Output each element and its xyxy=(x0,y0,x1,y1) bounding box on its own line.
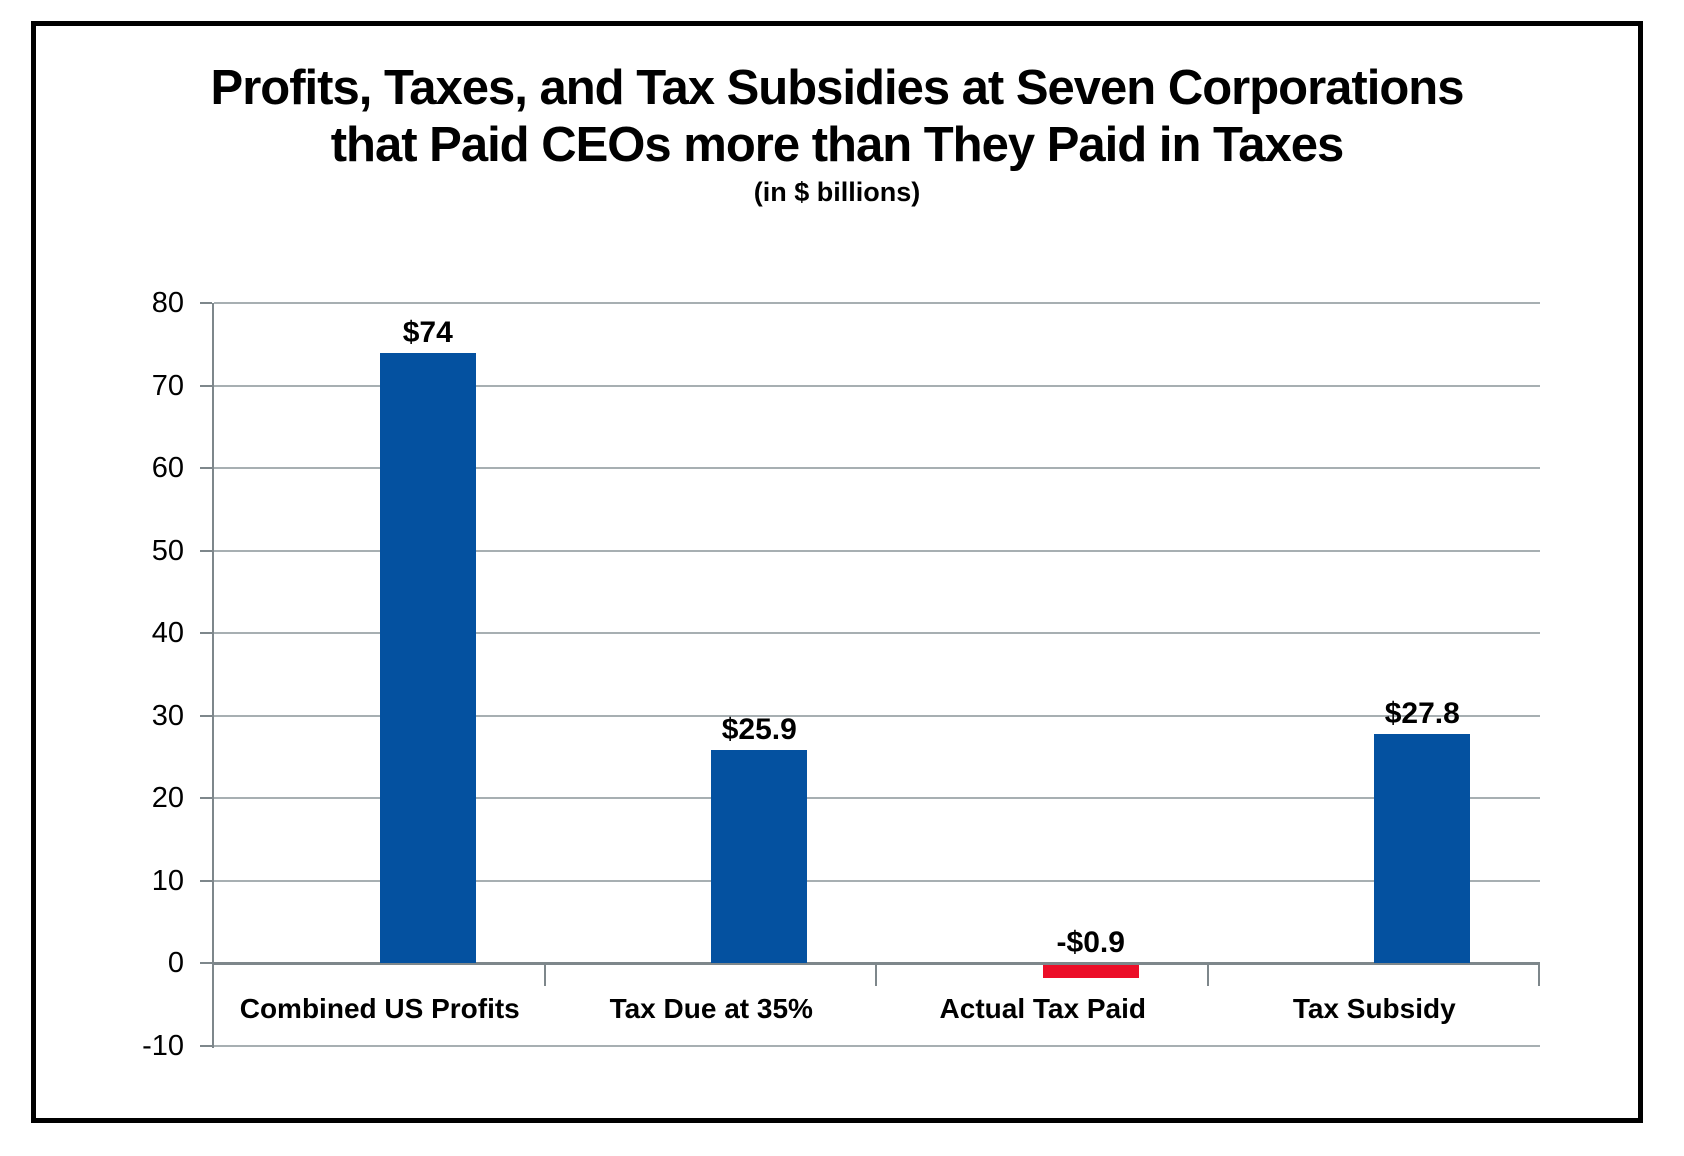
category-label-tax-subsidy: Tax Subsidy xyxy=(1292,993,1456,1025)
gridline-70 xyxy=(214,384,1540,387)
bar-combined-us-profits xyxy=(379,352,476,964)
y-axis-tick-label: 40 xyxy=(151,617,184,650)
gridline-30 xyxy=(214,714,1540,717)
y-axis-line xyxy=(212,303,214,1048)
y-axis-tick xyxy=(200,549,212,552)
category-label-combined-us-profits: Combined US Profits xyxy=(239,993,520,1025)
gridline-40 xyxy=(214,632,1540,635)
y-axis-tick xyxy=(200,879,212,882)
y-axis-tick-label: 20 xyxy=(151,782,184,815)
value-label-tax-due-at-35: $25.9 xyxy=(721,712,797,746)
y-axis-tick-label: 80 xyxy=(151,287,184,319)
category-label-actual-tax-paid: Actual Tax Paid xyxy=(939,993,1146,1025)
value-label-combined-us-profits: $74 xyxy=(402,315,453,349)
bar-actual-tax-paid xyxy=(1042,965,1139,979)
category-label-tax-due-at-35: Tax Due at 35% xyxy=(609,993,813,1025)
y-axis-tick-label: 30 xyxy=(151,699,184,732)
y-axis-tick-label: 10 xyxy=(151,864,184,897)
value-label-actual-tax-paid: -$0.9 xyxy=(1056,926,1125,960)
chart-subtitle: (in $ billions) xyxy=(753,177,921,207)
y-axis-tick-label: -10 xyxy=(142,1030,184,1062)
chart-frame: Profits, Taxes, and Tax Subsidies at Sev… xyxy=(31,21,1643,1123)
gridline-80 xyxy=(214,302,1540,304)
bar-tax-due-at-35 xyxy=(711,749,808,964)
y-axis-tick xyxy=(200,714,212,717)
y-axis-tick-label: 50 xyxy=(151,534,184,567)
gridline-20 xyxy=(214,797,1540,800)
chart-title-line-2: that Paid CEOs more than They Paid in Ta… xyxy=(330,118,1345,172)
chart-title-line-1: Profits, Taxes, and Tax Subsidies at Sev… xyxy=(210,61,1465,115)
y-axis-tick xyxy=(200,384,212,387)
gridline--10 xyxy=(214,1045,1540,1047)
plot-area: 80 70 60 50 40 30 20 10 0 -10 $74 Combined US Profi… xyxy=(142,287,1540,1062)
y-axis-tick xyxy=(200,797,212,800)
value-label-tax-subsidy: $27.8 xyxy=(1384,696,1460,730)
y-axis-tick-label: 70 xyxy=(151,369,184,402)
gridline-10 xyxy=(214,879,1540,882)
gridline-50 xyxy=(214,549,1540,552)
y-axis-tick xyxy=(200,467,212,470)
x-axis-zero-line xyxy=(214,962,1540,966)
y-axis-tick xyxy=(200,632,212,635)
x-axis-tick xyxy=(543,964,546,987)
y-axis-tick xyxy=(200,1045,212,1047)
x-axis-tick xyxy=(875,964,877,987)
y-axis-tick xyxy=(200,302,212,304)
y-axis-tick-label: 60 xyxy=(151,452,184,485)
x-axis-tick xyxy=(1538,964,1540,987)
x-axis-tick xyxy=(1206,964,1209,987)
y-axis-tick-label: 0 xyxy=(167,947,184,980)
y-axis-tick xyxy=(200,962,212,965)
bar-tax-subsidy xyxy=(1374,733,1471,964)
gridline-60 xyxy=(214,467,1540,470)
chart-title-block: Profits, Taxes, and Tax Subsidies at Sev… xyxy=(36,60,1638,208)
